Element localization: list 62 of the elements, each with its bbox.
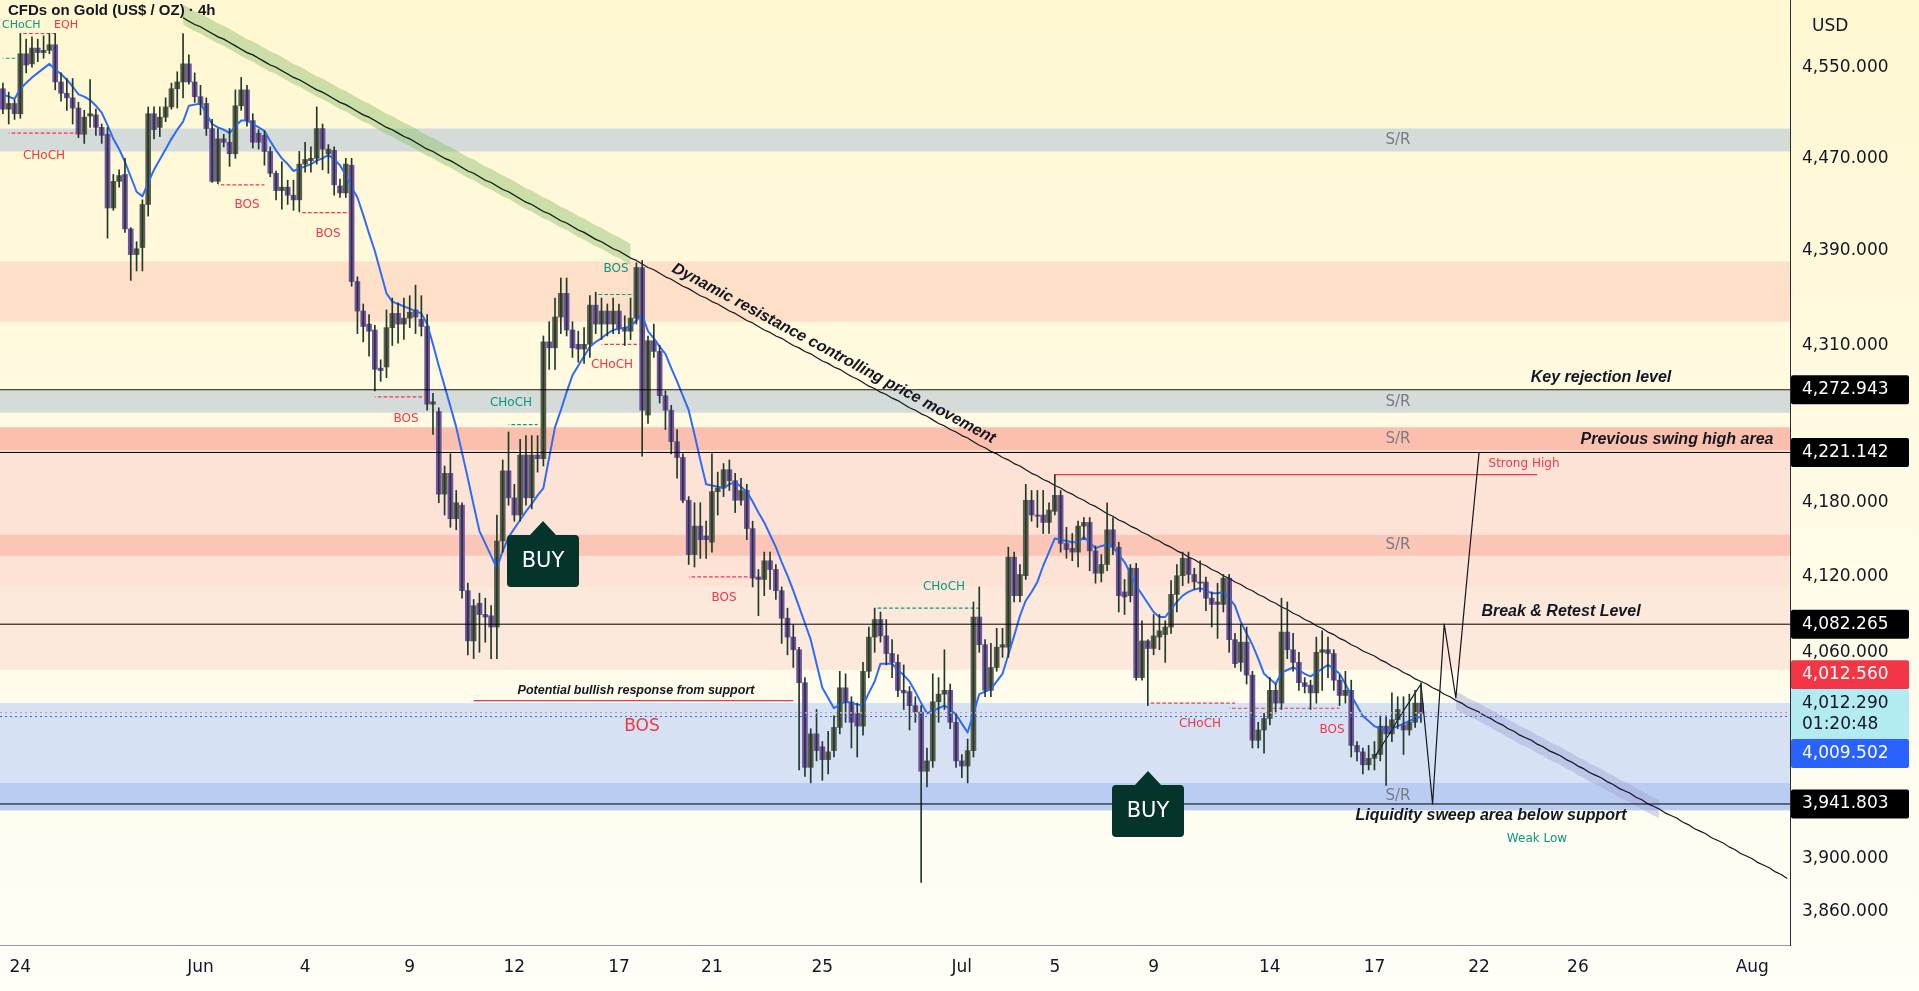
annotation: CHoCH (489, 395, 533, 410)
annotation: BOS (393, 411, 419, 426)
x-tick-label: 21 (701, 955, 723, 976)
x-tick-label: Jun (186, 955, 214, 976)
y-tick-label: 3,900.000 (1802, 847, 1889, 868)
annotation: BUY (521, 548, 565, 573)
chart-title: CFDs on Gold (US$ / OZ) · 4h (8, 1, 216, 18)
annotation: Potential bullish response from support (517, 683, 756, 698)
x-tick-label: 26 (1567, 955, 1589, 976)
annotation: Weak Low (1506, 831, 1568, 846)
y-axis-title: USD (1812, 15, 1849, 36)
annotation: Key rejection level (1530, 368, 1672, 386)
band-label: S/R (1385, 428, 1411, 447)
ref-line-label: 3,941.803 (1802, 792, 1889, 813)
x-tick-label: 22 (1468, 955, 1490, 976)
y-tick-label: 4,550.000 (1802, 55, 1889, 76)
ref-line-label: 4,082.265 (1802, 612, 1889, 633)
annotation: CHoCH (922, 579, 966, 594)
annotation: CHoCH (2, 17, 41, 31)
annotation: Break & Retest Level (1481, 602, 1642, 620)
ref-line-label: 4,012.290 01:20:48 (1802, 691, 1889, 733)
x-tick-label: 14 (1259, 955, 1281, 976)
x-tick-label: 17 (608, 955, 630, 976)
x-tick-label: Jul (950, 955, 973, 976)
band-label: S/R (1385, 535, 1411, 554)
annotation: BOS (624, 715, 660, 736)
y-tick-label: 4,470.000 (1802, 146, 1889, 167)
annotation: CHoCH (590, 357, 634, 372)
x-tick-label: Aug (1735, 955, 1769, 976)
annotation: BOS (711, 590, 737, 605)
x-tick-label: 9 (404, 955, 416, 976)
x-tick-label: 12 (503, 955, 526, 976)
y-tick-label: 4,310.000 (1802, 333, 1889, 354)
annotation: BUY (1126, 798, 1170, 823)
ref-line-label: 4,272.943 (1802, 378, 1889, 399)
y-tick-label: 3,860.000 (1802, 900, 1889, 921)
ref-line-label: 4,009.502 (1802, 741, 1889, 762)
x-tick-label: 9 (1148, 955, 1160, 976)
y-tick-label: 4,060.000 (1802, 640, 1889, 661)
y-tick-label: 4,390.000 (1802, 239, 1889, 260)
annotation: BOS (1319, 722, 1345, 737)
annotation: Liquidity sweep area below support (1355, 806, 1628, 824)
ref-line-label: 4,221.142 (1802, 440, 1889, 461)
annotation: BOS (603, 261, 629, 276)
x-tick-label: 24 (9, 955, 32, 976)
y-tick-label: 4,180.000 (1802, 491, 1889, 512)
annotation: CHoCH (22, 148, 66, 163)
annotation: CHoCH (1178, 716, 1222, 731)
x-tick-label: 17 (1363, 955, 1386, 976)
band-label: S/R (1385, 786, 1411, 805)
annotation: Strong High (1488, 455, 1560, 470)
band-label: S/R (1385, 391, 1411, 410)
x-tick-label: 5 (1049, 955, 1061, 976)
x-tick-label: 4 (299, 955, 311, 976)
annotation: EQH (54, 17, 78, 31)
y-tick-label: 4,120.000 (1802, 565, 1889, 586)
band-label: S/R (1385, 129, 1411, 148)
annotation: BOS (234, 196, 260, 211)
ref-line-label: 4,012.560 (1802, 663, 1889, 684)
annotation: Previous swing high area (1580, 430, 1774, 448)
x-tick-label: 25 (811, 955, 834, 976)
annotation: BOS (315, 226, 341, 241)
